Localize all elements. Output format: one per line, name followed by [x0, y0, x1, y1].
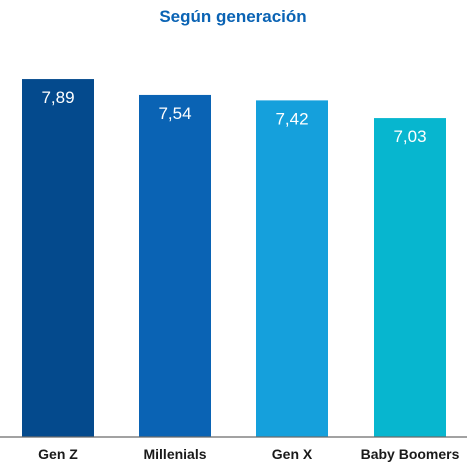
bar-baby-boomers	[374, 118, 446, 437]
value-label: 7,54	[158, 104, 191, 123]
category-label: Millenials	[143, 446, 206, 462]
value-label: 7,03	[393, 127, 426, 146]
bar-gen-z	[22, 79, 94, 437]
bar-millenials	[139, 94, 211, 437]
bar-gen-x	[256, 100, 328, 437]
category-label: Gen Z	[38, 446, 78, 462]
category-label: Gen X	[272, 446, 313, 462]
value-label: 7,42	[275, 109, 308, 128]
category-label: Baby Boomers	[361, 446, 460, 462]
chart-title: Según generación	[159, 7, 306, 26]
value-label: 7,89	[41, 88, 74, 107]
